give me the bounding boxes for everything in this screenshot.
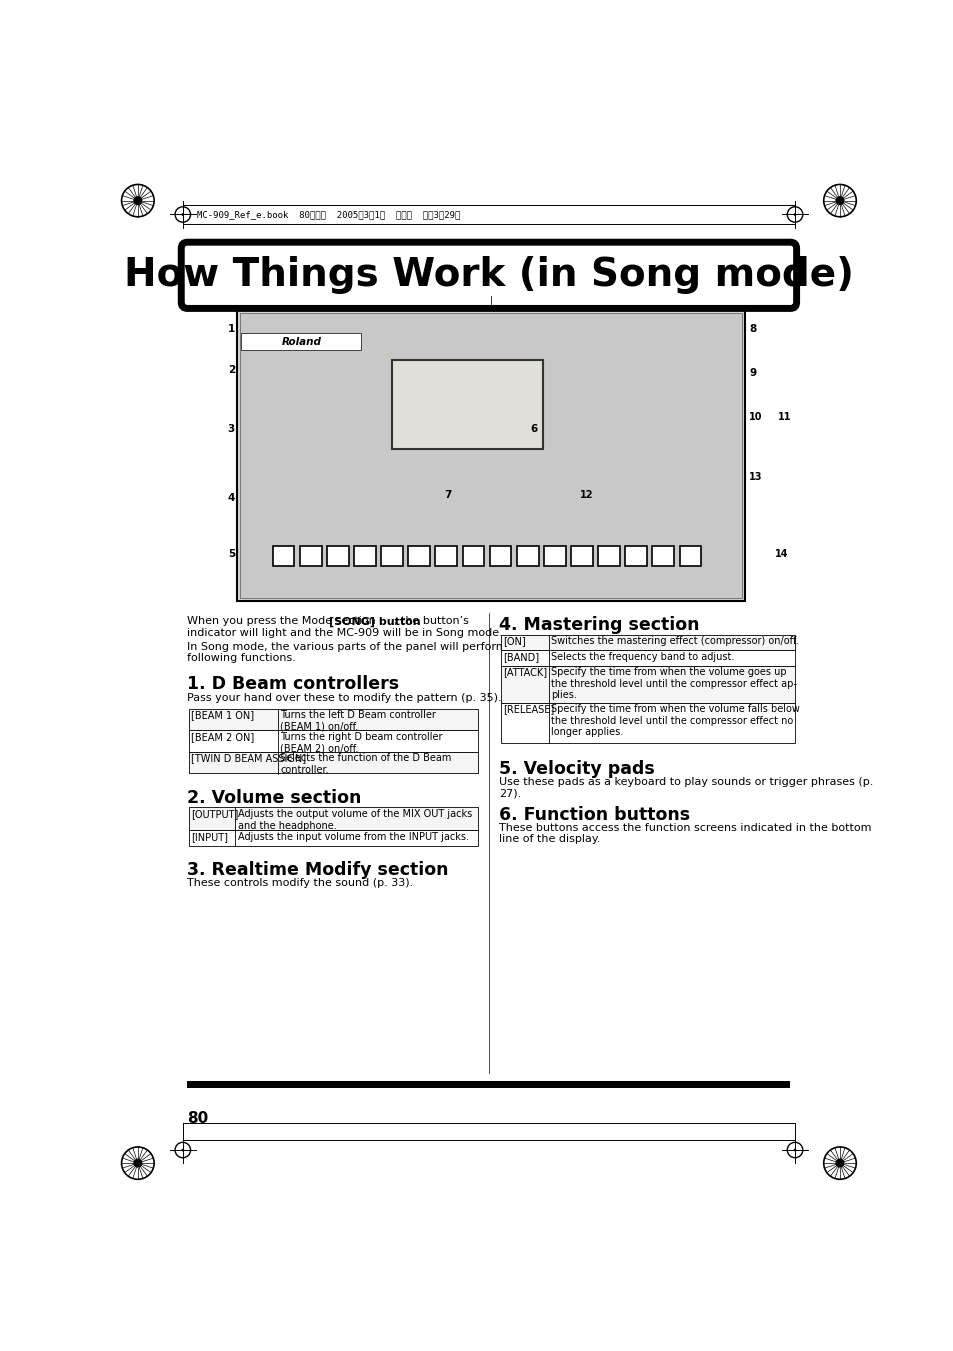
Text: 12: 12 bbox=[579, 490, 594, 500]
Text: These buttons access the function screens indicated in the bottom
line of the di: These buttons access the function screen… bbox=[498, 823, 871, 844]
Text: Pass your hand over these to modify the pattern (p. 35).: Pass your hand over these to modify the … bbox=[187, 693, 501, 704]
Text: 6: 6 bbox=[530, 424, 537, 434]
Bar bbox=[189, 709, 477, 731]
Circle shape bbox=[835, 196, 843, 205]
Text: [SONG] button: [SONG] button bbox=[329, 616, 420, 627]
Bar bbox=[679, 546, 700, 566]
FancyBboxPatch shape bbox=[181, 242, 796, 308]
Text: 7: 7 bbox=[444, 490, 452, 500]
Text: 2: 2 bbox=[228, 365, 234, 376]
Bar bbox=[327, 546, 348, 566]
Text: 1: 1 bbox=[228, 324, 234, 334]
Text: [ATTACK]: [ATTACK] bbox=[502, 667, 546, 677]
Text: 14: 14 bbox=[774, 549, 787, 559]
Bar bbox=[500, 703, 794, 743]
Text: [INPUT]: [INPUT] bbox=[192, 832, 228, 842]
Text: Use these pads as a keyboard to play sounds or trigger phrases (p.
27).: Use these pads as a keyboard to play sou… bbox=[498, 777, 872, 798]
Text: 3. Realtime Modify section: 3. Realtime Modify section bbox=[187, 862, 449, 880]
Text: 6. Function buttons: 6. Function buttons bbox=[498, 805, 689, 824]
Circle shape bbox=[181, 213, 184, 216]
Text: 5: 5 bbox=[228, 549, 234, 559]
Text: Selects the function of the D Beam
controller.: Selects the function of the D Beam contr… bbox=[280, 754, 452, 775]
Text: [TWIN D BEAM ASSIGN]: [TWIN D BEAM ASSIGN] bbox=[192, 754, 306, 763]
Text: following functions.: following functions. bbox=[187, 654, 296, 663]
Bar bbox=[652, 546, 674, 566]
Text: Selects the frequency band to adjust.: Selects the frequency band to adjust. bbox=[550, 651, 734, 662]
Bar bbox=[299, 546, 321, 566]
Circle shape bbox=[793, 1148, 796, 1151]
Text: [ON]: [ON] bbox=[502, 636, 525, 646]
Bar bbox=[571, 546, 592, 566]
Text: In Song mode, the various parts of the panel will perform the: In Song mode, the various parts of the p… bbox=[187, 642, 528, 651]
Text: 11: 11 bbox=[778, 412, 791, 422]
Text: 10: 10 bbox=[748, 412, 762, 422]
Text: Adjusts the input volume from the INPUT jacks.: Adjusts the input volume from the INPUT … bbox=[237, 832, 468, 842]
Text: [BEAM 2 ON]: [BEAM 2 ON] bbox=[192, 732, 254, 742]
Text: Turns the right D beam controller
(BEAM 2) on/off.: Turns the right D beam controller (BEAM … bbox=[280, 732, 442, 754]
Text: 3: 3 bbox=[228, 424, 234, 434]
Text: [OUTPUT]: [OUTPUT] bbox=[192, 809, 238, 819]
Bar bbox=[354, 546, 375, 566]
Bar bbox=[489, 546, 511, 566]
Bar bbox=[462, 546, 484, 566]
Text: Specify the time from when the volume falls below
the threshold level until the : Specify the time from when the volume fa… bbox=[550, 704, 799, 738]
Bar bbox=[240, 313, 741, 598]
Circle shape bbox=[835, 1159, 843, 1167]
Bar bbox=[435, 546, 456, 566]
Text: 1. D Beam controllers: 1. D Beam controllers bbox=[187, 676, 399, 693]
Text: MC-909_Ref_e.book  80ページ  2005年3月1日  火曜日  午後3時29分: MC-909_Ref_e.book 80ページ 2005年3月1日 火曜日 午後… bbox=[196, 209, 459, 219]
Bar bbox=[189, 753, 477, 774]
Text: [RELEASE]: [RELEASE] bbox=[502, 704, 554, 715]
Bar bbox=[624, 546, 646, 566]
Bar bbox=[392, 359, 542, 449]
Text: These controls modify the sound (p. 33).: These controls modify the sound (p. 33). bbox=[187, 878, 414, 888]
Text: 8: 8 bbox=[748, 324, 756, 334]
Text: 4: 4 bbox=[228, 493, 234, 503]
Bar bbox=[543, 546, 565, 566]
Text: [BEAM 1 ON]: [BEAM 1 ON] bbox=[192, 711, 254, 720]
Text: 5. Velocity pads: 5. Velocity pads bbox=[498, 759, 654, 778]
Bar bbox=[241, 334, 360, 350]
Bar bbox=[189, 831, 477, 846]
Bar bbox=[500, 635, 794, 650]
Text: When you press the Mode section: When you press the Mode section bbox=[187, 616, 379, 627]
Text: 4. Mastering section: 4. Mastering section bbox=[498, 616, 699, 635]
Text: 13: 13 bbox=[748, 471, 762, 482]
Bar bbox=[273, 546, 294, 566]
Text: Switches the mastering effect (compressor) on/off.: Switches the mastering effect (compresso… bbox=[550, 636, 798, 646]
Circle shape bbox=[181, 1148, 184, 1151]
Text: , the button’s: , the button’s bbox=[394, 616, 469, 627]
Text: Specify the time from when the volume goes up
the threshold level until the comp: Specify the time from when the volume go… bbox=[550, 667, 796, 700]
Bar bbox=[500, 666, 794, 703]
Bar bbox=[189, 731, 477, 753]
Bar bbox=[408, 546, 430, 566]
Text: 9: 9 bbox=[748, 367, 756, 378]
Text: 80: 80 bbox=[187, 1111, 209, 1125]
Circle shape bbox=[133, 196, 142, 205]
Text: Adjusts the output volume of the MIX OUT jacks
and the headphone.: Adjusts the output volume of the MIX OUT… bbox=[237, 809, 472, 831]
Bar bbox=[598, 546, 619, 566]
Bar bbox=[517, 546, 537, 566]
Text: indicator will light and the MC-909 will be in Song mode.: indicator will light and the MC-909 will… bbox=[187, 628, 502, 638]
Bar bbox=[500, 650, 794, 666]
Text: How Things Work (in Song mode): How Things Work (in Song mode) bbox=[124, 257, 853, 295]
Text: |: | bbox=[489, 296, 493, 307]
Text: Roland: Roland bbox=[281, 336, 321, 346]
Text: [BAND]: [BAND] bbox=[502, 651, 538, 662]
Circle shape bbox=[793, 213, 796, 216]
Bar bbox=[236, 309, 744, 601]
Text: Turns the left D Beam controller
(BEAM 1) on/off.: Turns the left D Beam controller (BEAM 1… bbox=[280, 711, 436, 732]
Bar bbox=[189, 808, 477, 831]
Bar bbox=[187, 1081, 790, 1089]
Bar bbox=[381, 546, 402, 566]
Text: 2. Volume section: 2. Volume section bbox=[187, 789, 361, 807]
Circle shape bbox=[133, 1159, 142, 1167]
